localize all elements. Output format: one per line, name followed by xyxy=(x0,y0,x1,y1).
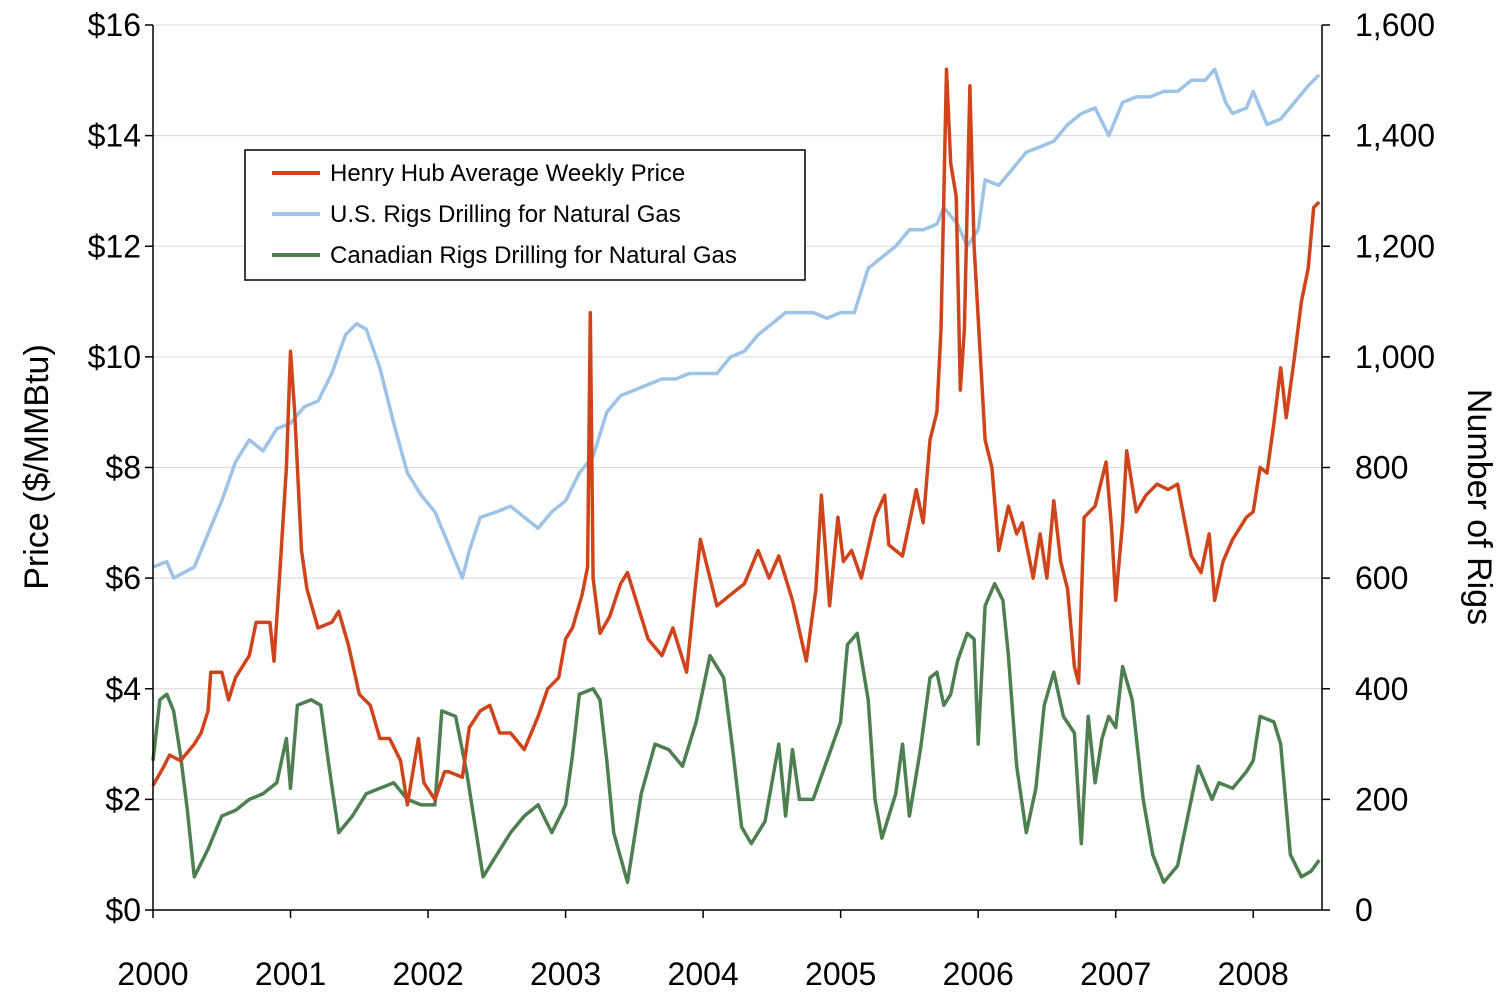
y-tick-label: $10 xyxy=(88,339,141,375)
y-tick-label: $6 xyxy=(105,560,141,596)
x-tick-label: 2002 xyxy=(392,956,463,992)
legend-label: U.S. Rigs Drilling for Natural Gas xyxy=(330,201,681,228)
x-tick-label: 2000 xyxy=(117,956,188,992)
y-tick-label: $16 xyxy=(88,7,141,43)
legend-box xyxy=(244,149,806,281)
series-line xyxy=(151,581,1321,885)
y2-tick-label: 1,600 xyxy=(1355,7,1435,43)
y2-tick-label: 400 xyxy=(1355,671,1408,707)
y-tick-label: $4 xyxy=(105,671,141,707)
series-line xyxy=(152,67,1321,580)
x-tick-label: 2001 xyxy=(255,956,326,992)
y-tick-label: $14 xyxy=(88,118,141,154)
y-axis-label: Price ($/MMBtu) xyxy=(18,344,56,590)
x-tick-label: 2007 xyxy=(1080,956,1151,992)
y-tick-label: $12 xyxy=(88,228,141,264)
x-tick-label: 2008 xyxy=(1218,956,1289,992)
x-tick-label: 2003 xyxy=(530,956,601,992)
y2-tick-label: 0 xyxy=(1355,892,1373,928)
y2-tick-label: 200 xyxy=(1355,781,1408,817)
y-tick-label: $0 xyxy=(105,892,141,928)
y2-tick-label: 1,000 xyxy=(1355,339,1435,375)
y2-tick-label: 600 xyxy=(1355,560,1408,596)
x-tick-label: 2005 xyxy=(805,956,876,992)
y2-tick-label: 1,200 xyxy=(1355,228,1435,264)
y2-tick-label: 1,400 xyxy=(1355,118,1435,154)
y-tick-label: $2 xyxy=(105,781,141,817)
x-tick-label: 2006 xyxy=(943,956,1014,992)
legend: Henry Hub Average Weekly Price U.S. Rigs … xyxy=(244,149,806,281)
plot-lines xyxy=(151,67,1321,885)
x-tick-label: 2004 xyxy=(668,956,739,992)
series-line xyxy=(151,67,1321,807)
axes: $0 $2 $4 $6 $8 $10 $12 $14 $16 0 200 400 600 800 1,000… xyxy=(88,7,1435,992)
y-tick-label: $8 xyxy=(105,450,141,486)
y2-axis-label: Number of Rigs xyxy=(1460,389,1498,625)
y2-tick-label: 800 xyxy=(1355,450,1408,486)
legend-label: Henry Hub Average Weekly Price xyxy=(330,160,685,187)
legend-label: Canadian Rigs Drilling for Natural Gas xyxy=(330,242,737,269)
